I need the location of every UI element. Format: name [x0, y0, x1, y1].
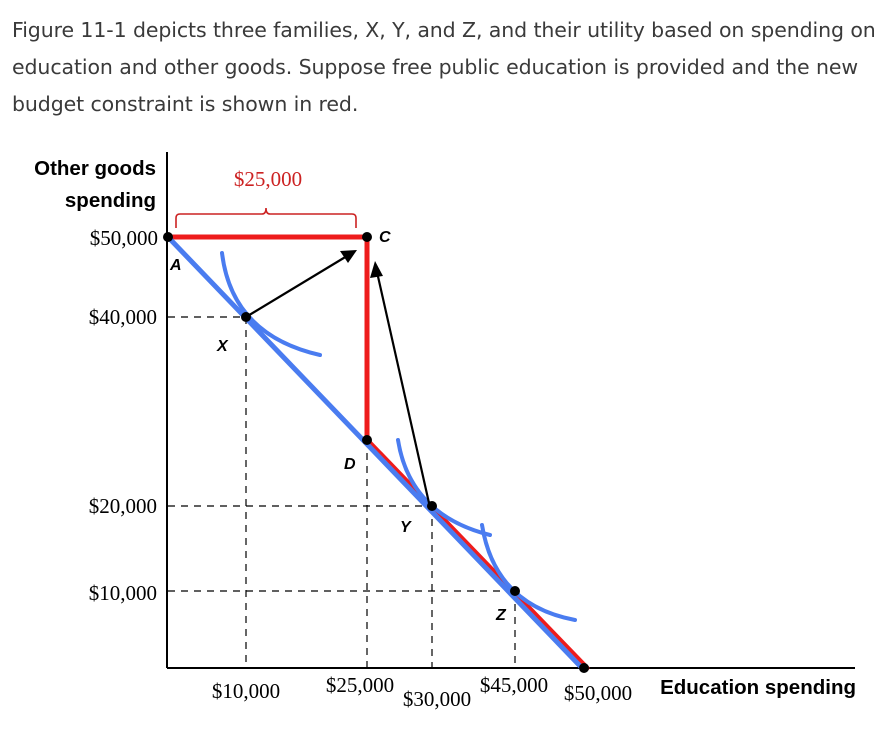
point-c-label: C: [379, 229, 391, 246]
y-axis-title-line1: Other goods: [34, 157, 156, 180]
point-z-dot: [510, 586, 520, 596]
bracket-25000: [175, 207, 357, 228]
point-a-dot: [163, 232, 173, 242]
x-tick-50000: $50,000: [564, 681, 632, 705]
point-a-label: A: [169, 257, 182, 274]
point-d-label: D: [344, 456, 356, 473]
y-tick-40000: $40,000: [89, 305, 157, 329]
x-tick-30000: $30,000: [403, 687, 471, 711]
point-x-intercept-dot: [579, 663, 589, 673]
original-budget-line: [165, 234, 585, 671]
indifference-curve-y: [396, 438, 492, 537]
x-axis-title: Education spending: [660, 676, 856, 699]
bracket-label: $25,000: [234, 167, 302, 191]
y-tick-10000: $10,000: [89, 581, 157, 605]
point-c-dot: [362, 232, 372, 242]
y-tick-20000: $20,000: [89, 494, 157, 518]
arrowhead-y-to-c: [370, 261, 383, 278]
x-tick-25000: $25,000: [326, 673, 394, 697]
arrow-x-to-c: [245, 255, 348, 318]
point-y-dot: [427, 501, 437, 511]
x-tick-45000: $45,000: [480, 673, 548, 697]
point-d-dot: [362, 435, 372, 445]
arrow-y-to-c: [375, 271, 431, 504]
figure-caption: Figure 11-1 depicts three families, X, Y…: [12, 18, 876, 116]
indifference-curve-x: [220, 251, 322, 357]
new-budget-diagonal: [364, 437, 590, 671]
point-x-dot: [241, 312, 251, 322]
point-x-label: X: [216, 338, 229, 355]
y-tick-50000: $50,000: [90, 226, 158, 250]
point-z-label: Z: [495, 607, 507, 624]
arrowhead-x-to-c: [340, 250, 357, 263]
y-axis-title-line2: spending: [65, 189, 156, 212]
x-tick-10000: $10,000: [212, 679, 280, 703]
point-y-label: Y: [400, 519, 412, 536]
